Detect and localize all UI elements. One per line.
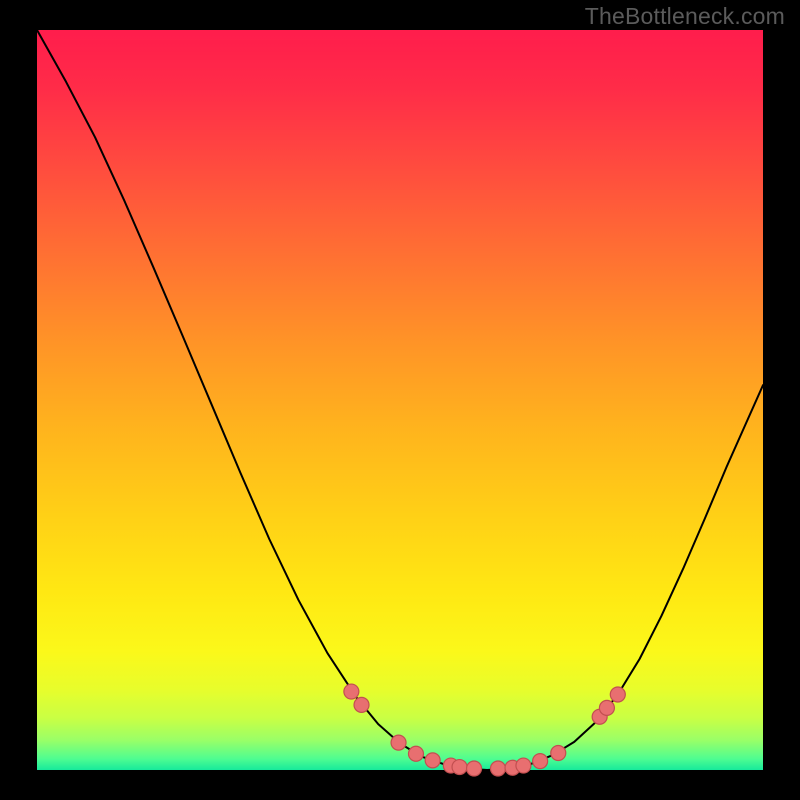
data-point <box>491 761 506 776</box>
data-point <box>344 684 359 699</box>
data-point <box>516 758 531 773</box>
data-point <box>425 753 440 768</box>
data-point <box>533 754 548 769</box>
data-point <box>408 746 423 761</box>
watermark-text: TheBottleneck.com <box>585 3 785 30</box>
data-point <box>610 687 625 702</box>
data-point <box>391 735 406 750</box>
gradient-background <box>37 30 763 770</box>
data-point <box>551 745 566 760</box>
data-point <box>599 700 614 715</box>
data-point <box>452 760 467 775</box>
bottleneck-curve-chart <box>0 0 800 800</box>
chart-stage: TheBottleneck.com <box>0 0 800 800</box>
data-point <box>354 697 369 712</box>
data-point <box>467 761 482 776</box>
